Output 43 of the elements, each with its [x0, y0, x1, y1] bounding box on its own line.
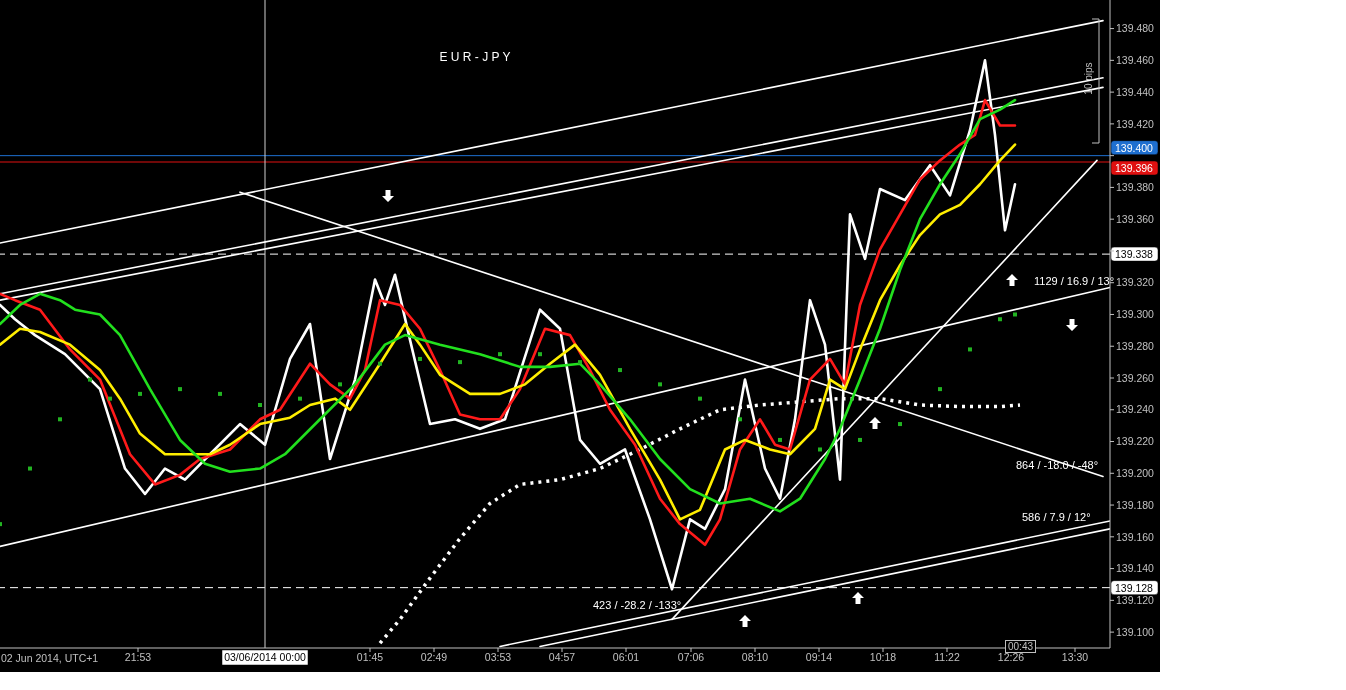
y-tick-label: 139.120 [1116, 594, 1155, 607]
y-tick-label: 139.220 [1116, 435, 1155, 448]
y-tick-label: 139.160 [1116, 530, 1155, 543]
ref-line-label: 03/06/2014 00:00 [224, 651, 307, 663]
y-tick-label: 139.240 [1116, 403, 1155, 416]
x-tick-label: 08:10 [741, 651, 769, 664]
annotation: 10 pips [1082, 61, 1094, 97]
ref-line-label: 139.338 [1115, 248, 1154, 261]
ref-line-label: 139.400 [1115, 141, 1154, 154]
x-tick-label: 11:22 [934, 651, 960, 664]
annotation: 1129 / 16.9 / 13° [1034, 275, 1115, 287]
y-tick-label: 139.480 [1116, 22, 1155, 35]
y-tick-label: 139.320 [1116, 276, 1155, 289]
y-tick-label: 139.100 [1116, 625, 1155, 638]
y-tick-label: 139.140 [1116, 562, 1155, 575]
x-tick-label: 13:30 [1061, 651, 1089, 664]
x-tick-label: 12:26 [997, 651, 1025, 664]
x-tick-label: 10:18 [869, 651, 897, 664]
x-tick-label: 06:01 [612, 651, 640, 664]
y-tick-label: 139.460 [1116, 54, 1155, 67]
y-tick-label: 139.360 [1116, 212, 1155, 225]
y-tick-label: 139.440 [1116, 85, 1155, 98]
y-tick-label: 139.280 [1116, 339, 1155, 352]
x-tick-label: 04:57 [548, 651, 576, 664]
y-tick-label: 139.380 [1116, 181, 1155, 194]
annotation: 00:43 [1005, 640, 1037, 653]
annotation: 423 / -28.2 / -133° [593, 599, 682, 611]
x-tick-label: 02:49 [420, 651, 448, 664]
y-tick-label: 139.300 [1116, 308, 1155, 321]
x-tick-label: 09:14 [805, 651, 833, 664]
annotation: 586 / 7.9 / 12° [1022, 511, 1091, 523]
x-tick-label: 21:53 [124, 651, 152, 664]
x-tick-label: 07:06 [677, 651, 705, 664]
x-tick-label: 01:45 [356, 651, 384, 664]
y-tick-label: 139.180 [1116, 498, 1155, 511]
y-tick-label: 139.260 [1116, 371, 1155, 384]
ref-line-label: 139.128 [1115, 581, 1154, 594]
y-tick-label: 139.200 [1116, 467, 1155, 480]
y-tick-label: 139.420 [1116, 117, 1155, 130]
text: E U R - J P Y [438, 50, 512, 64]
ref-line-label: 139.396 [1115, 162, 1154, 174]
text: 02 Jun 2014, UTC+1 [1, 652, 99, 664]
x-tick-label: 03:53 [484, 651, 512, 664]
